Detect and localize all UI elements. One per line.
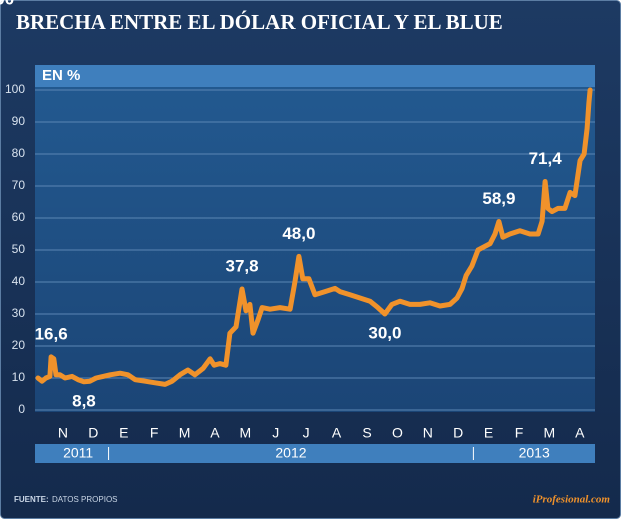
x-tick-label: D — [88, 425, 98, 441]
year-label: 2013 — [519, 445, 550, 461]
data-label: 8,8 — [72, 391, 96, 410]
source-label: FUENTE: — [14, 495, 49, 504]
y-tick-label: 30 — [12, 306, 26, 320]
year-label: 2011 — [63, 445, 93, 461]
unit-label: EN % — [42, 67, 80, 84]
x-tick-label: F — [150, 425, 159, 441]
x-tick-label: A — [210, 425, 220, 441]
y-tick-label: 90 — [12, 114, 26, 128]
data-label: 37,8 — [225, 257, 258, 276]
data-label: 30,0 — [368, 323, 401, 342]
source: DATOS PROPIOS — [52, 495, 118, 504]
y-tick-label: 50 — [12, 242, 26, 256]
data-label: 16,6 — [35, 324, 68, 343]
x-tick-label: A — [332, 425, 342, 441]
data-label: 100 — [0, 0, 14, 8]
year-band — [35, 444, 595, 463]
x-tick-label: S — [362, 425, 371, 441]
x-tick-label: O — [392, 425, 403, 441]
data-line — [35, 87, 593, 387]
y-tick-label: 40 — [12, 274, 26, 288]
x-tick-label: J — [303, 425, 310, 441]
y-tick-label: 70 — [12, 178, 26, 192]
x-tick-label: M — [544, 425, 556, 441]
data-label: 71,4 — [529, 149, 563, 168]
data-label: 48,0 — [282, 224, 315, 243]
brand: iProfesional.com — [533, 494, 611, 506]
chart-title: BRECHA ENTRE EL DÓLAR OFICIAL Y EL BLUE — [16, 10, 503, 34]
data-label: 58,9 — [482, 189, 515, 208]
x-tick-label: A — [575, 425, 585, 441]
x-tick-label: M — [240, 425, 252, 441]
x-tick-label: J — [272, 425, 279, 441]
unit-band — [35, 65, 595, 87]
x-tick-label: D — [453, 425, 463, 441]
x-tick-label: N — [423, 425, 433, 441]
y-tick-label: 60 — [12, 210, 26, 224]
y-tick-label: 80 — [12, 146, 26, 160]
y-tick-label: 100 — [5, 82, 25, 96]
x-tick-label: N — [58, 425, 68, 441]
y-tick-label: 10 — [12, 370, 26, 384]
y-tick-label: 0 — [18, 402, 25, 416]
x-tick-label: E — [484, 425, 493, 441]
x-tick-label: M — [179, 425, 191, 441]
y-tick-label: 20 — [12, 338, 26, 352]
x-tick-label: E — [119, 425, 128, 441]
year-label: 2012 — [275, 445, 306, 461]
x-tick-label: F — [515, 425, 524, 441]
